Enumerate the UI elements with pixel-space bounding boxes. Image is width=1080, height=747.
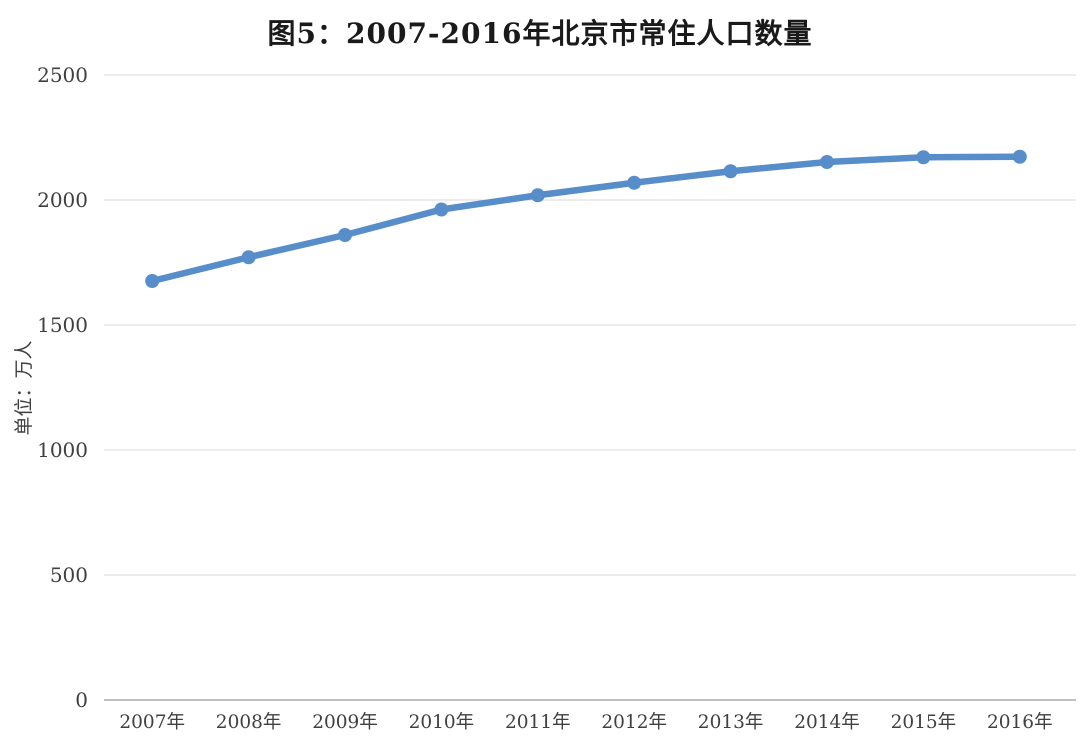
gridlines-group [104,74,1076,701]
data-point-marker [1012,149,1027,164]
y-tick-labels-group: 0 500 1000 1500 2000 2500 [37,63,88,712]
line-series-group [145,149,1027,288]
y-tick-label: 500 [50,563,88,587]
x-tick-label: 2016年 [987,712,1053,733]
chart-title: 图5：2007-2016年北京市常住人口数量 [267,17,813,50]
data-point-marker [530,188,545,203]
data-point-marker [627,175,642,190]
population-line [148,153,1024,285]
data-point-marker [241,250,256,265]
data-point-marker [723,164,738,179]
data-point-marker [916,150,931,165]
x-tick-label: 2012年 [601,712,667,733]
x-tick-label: 2008年 [216,712,282,733]
data-point-marker [434,202,449,217]
x-tick-label: 2013年 [698,712,764,733]
x-tick-label: 2014年 [794,712,860,733]
y-tick-label: 2000 [37,188,88,212]
x-tick-label: 2010年 [409,712,475,733]
data-point-marker [145,274,160,288]
x-tick-label: 2011年 [505,712,571,733]
x-tick-label: 2015年 [891,712,957,733]
x-tick-label: 2007年 [119,712,185,733]
x-tick-labels-group: 2007年 2008年 2009年 2010年 2011年 2012年 2013年 2014年… [119,712,1052,733]
data-point-marker [820,155,834,169]
x-tick-label: 2009年 [312,712,378,733]
y-tick-label: 1500 [37,313,88,337]
data-point-marker [338,228,352,242]
y-tick-label: 1000 [37,438,88,462]
y-tick-label: 2500 [37,63,88,87]
y-axis-title: 单位：万人 [13,340,35,435]
y-tick-label: 0 [75,688,88,712]
